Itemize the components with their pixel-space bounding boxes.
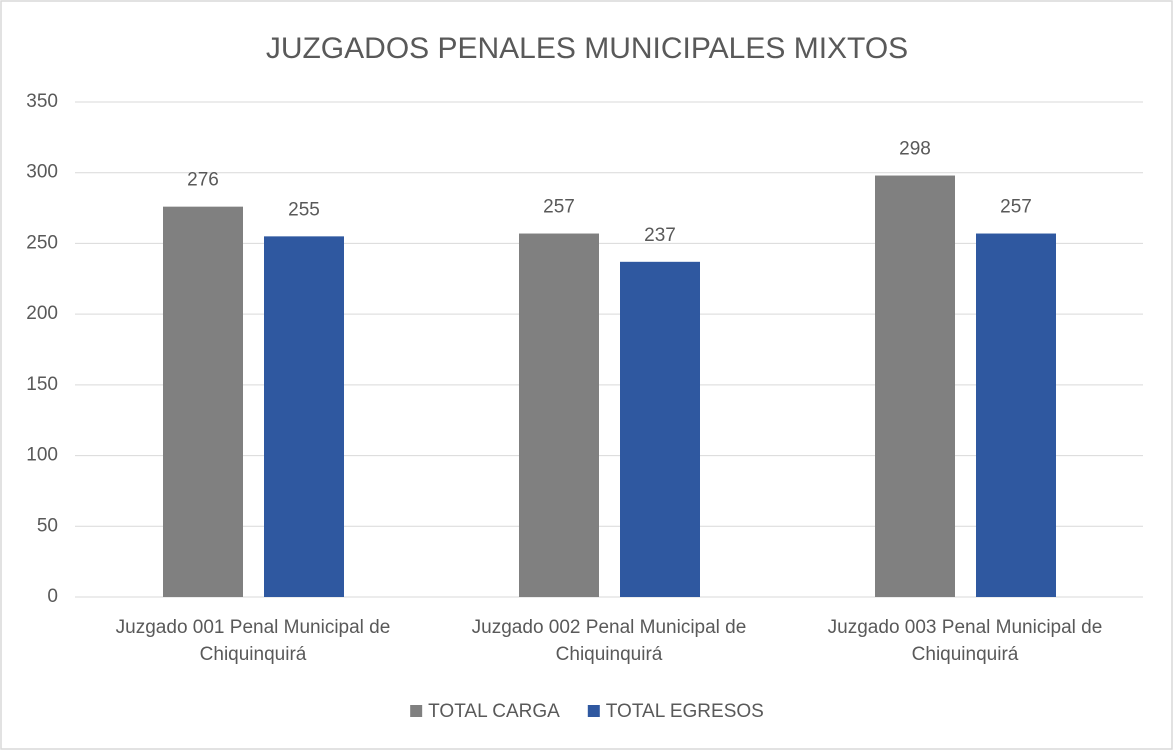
bar [163,206,243,597]
data-label: 255 [288,199,320,220]
x-tick-label: Juzgado 001 Penal Municipal de Chiquinqu… [115,617,391,665]
x-tick-label: Juzgado 002 Penal Municipal de Chiquinqu… [471,617,747,665]
data-label: 298 [899,139,931,160]
bar [875,175,955,598]
bar [620,261,700,597]
legend-swatch [587,705,600,717]
y-tick-label: 100 [26,445,58,466]
legend-swatch [410,705,423,717]
legend-label: TOTAL CARGA [428,701,560,722]
data-label: 257 [1000,197,1032,218]
y-tick-label: 300 [26,162,58,183]
x-tick-label: Juzgado 003 Penal Municipal de Chiquinqu… [827,617,1103,665]
y-tick-label: 50 [37,515,58,536]
chart-title: JUZGADOS PENALES MUNICIPALES MIXTOS [266,32,908,65]
bar [519,233,599,597]
y-tick-label: 150 [26,374,58,395]
bar [264,236,344,597]
y-tick-label: 350 [26,91,58,112]
data-label: 257 [543,197,575,218]
data-label: 237 [644,225,676,246]
y-tick-label: 250 [26,232,58,253]
y-tick-label: 200 [26,303,58,324]
y-tick-label: 0 [47,586,58,607]
legend-label: TOTAL EGRESOS [606,701,764,722]
bar [976,233,1056,597]
data-label: 276 [187,170,219,191]
